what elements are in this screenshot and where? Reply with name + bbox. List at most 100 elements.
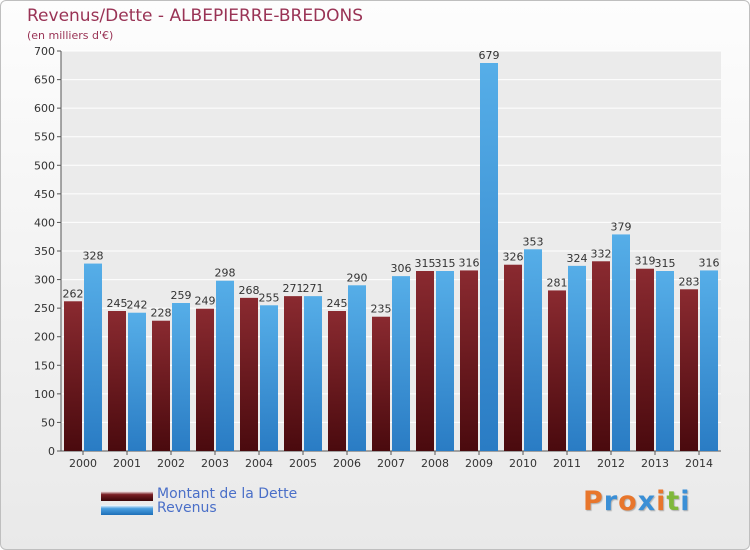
bar-revenus	[172, 303, 190, 451]
logo-letter: i	[656, 486, 667, 517]
bar-dette-label: 245	[327, 297, 348, 310]
x-tick-label: 2014	[685, 457, 713, 470]
bar-dette	[548, 290, 566, 451]
x-tick-label: 2001	[113, 457, 141, 470]
y-tick-label: 500	[34, 159, 55, 172]
bar-dette-label: 326	[503, 251, 524, 264]
bar-dette	[196, 308, 214, 451]
y-tick-label: 100	[34, 388, 55, 401]
x-tick-label: 2006	[333, 457, 361, 470]
y-tick-label: 350	[34, 245, 55, 258]
bar-dette-label: 235	[371, 303, 392, 316]
bar-revenus	[436, 271, 454, 451]
x-tick-label: 2009	[465, 457, 493, 470]
x-tick-label: 2013	[641, 457, 669, 470]
x-tick-label: 2010	[509, 457, 537, 470]
bar-revenus-label: 315	[655, 257, 676, 270]
bar-dette-label: 315	[415, 257, 436, 270]
bar-revenus-label: 306	[391, 262, 412, 275]
bar-revenus-label: 353	[523, 235, 544, 248]
bar-revenus-label: 379	[611, 220, 632, 233]
bar-dette-label: 228	[151, 307, 172, 320]
bar-dette	[64, 301, 82, 451]
bar-dette	[460, 270, 478, 451]
bar-dette-label: 319	[635, 255, 656, 268]
bar-revenus	[480, 63, 498, 451]
bar-revenus	[304, 296, 322, 451]
y-tick-label: 550	[34, 131, 55, 144]
bar-dette-label: 249	[195, 295, 216, 308]
bar-revenus	[128, 312, 146, 451]
x-tick-label: 2007	[377, 457, 405, 470]
bar-dette-label: 316	[459, 256, 480, 269]
bar-dette-label: 245	[107, 297, 128, 310]
bar-revenus	[568, 265, 586, 451]
bar-revenus-label: 324	[567, 252, 588, 265]
bar-revenus-label: 290	[347, 271, 368, 284]
bar-revenus-label: 298	[215, 267, 236, 280]
bar-revenus-label: 315	[435, 257, 456, 270]
logo-letter: t	[666, 486, 681, 517]
x-tick-label: 2012	[597, 457, 625, 470]
bar-revenus	[260, 305, 278, 451]
bar-dette-label: 268	[239, 284, 260, 297]
bar-dette	[284, 296, 302, 451]
legend-label-revenus: Revenus	[157, 500, 217, 516]
y-tick-label: 650	[34, 74, 55, 87]
bar-dette	[152, 320, 170, 451]
x-tick-label: 2004	[245, 457, 273, 470]
bar-revenus	[348, 285, 366, 451]
x-tick-label: 2000	[69, 457, 97, 470]
x-tick-label: 2003	[201, 457, 229, 470]
bar-dette	[592, 261, 610, 451]
bar-revenus-label: 316	[699, 256, 720, 269]
y-tick-label: 400	[34, 216, 55, 229]
y-tick-label: 200	[34, 331, 55, 344]
y-tick-label: 300	[34, 274, 55, 287]
x-tick-label: 2005	[289, 457, 317, 470]
bar-revenus	[84, 263, 102, 451]
bar-dette-label: 332	[591, 247, 612, 260]
proxiti-logo: Proxiti	[583, 486, 691, 517]
x-tick-label: 2008	[421, 457, 449, 470]
legend-swatch-dette	[101, 491, 153, 501]
y-tick-label: 150	[34, 359, 55, 372]
chart-subtitle: (en milliers d'€)	[27, 29, 114, 42]
bar-dette-label: 281	[547, 276, 568, 289]
bar-dette	[680, 289, 698, 451]
x-tick-label: 2002	[157, 457, 185, 470]
bar-revenus	[700, 270, 718, 451]
bar-revenus	[656, 271, 674, 451]
bar-dette-label: 271	[283, 282, 304, 295]
logo-letter: r	[603, 486, 619, 517]
logo-letter: P	[583, 486, 604, 517]
bar-revenus	[524, 249, 542, 451]
y-tick-label: 250	[34, 302, 55, 315]
bar-dette	[504, 264, 522, 451]
bar-dette-label: 262	[63, 287, 84, 300]
legend-swatch-revenus	[101, 505, 153, 515]
chart-title: Revenus/Dette - ALBEPIERRE-BREDONS	[27, 6, 364, 26]
y-tick-label: 700	[34, 45, 55, 58]
bar-revenus-label: 242	[127, 299, 148, 312]
bar-revenus	[392, 276, 410, 451]
bar-dette	[372, 316, 390, 451]
y-tick-label: 450	[34, 188, 55, 201]
bar-dette	[636, 268, 654, 451]
logo-letter: x	[637, 486, 657, 517]
bar-dette	[416, 271, 434, 451]
bar-revenus-label: 259	[171, 289, 192, 302]
y-tick-label: 600	[34, 102, 55, 115]
bar-dette	[328, 311, 346, 451]
x-tick-label: 2011	[553, 457, 581, 470]
bar-revenus-label: 328	[83, 250, 104, 263]
bar-revenus-label: 255	[259, 291, 280, 304]
logo-letter: o	[618, 486, 638, 517]
bar-dette-label: 283	[679, 275, 700, 288]
bar-revenus-label: 271	[303, 282, 324, 295]
bar-dette	[240, 297, 258, 451]
legend-label-dette: Montant de la Dette	[157, 486, 298, 502]
y-tick-label: 50	[41, 416, 55, 429]
